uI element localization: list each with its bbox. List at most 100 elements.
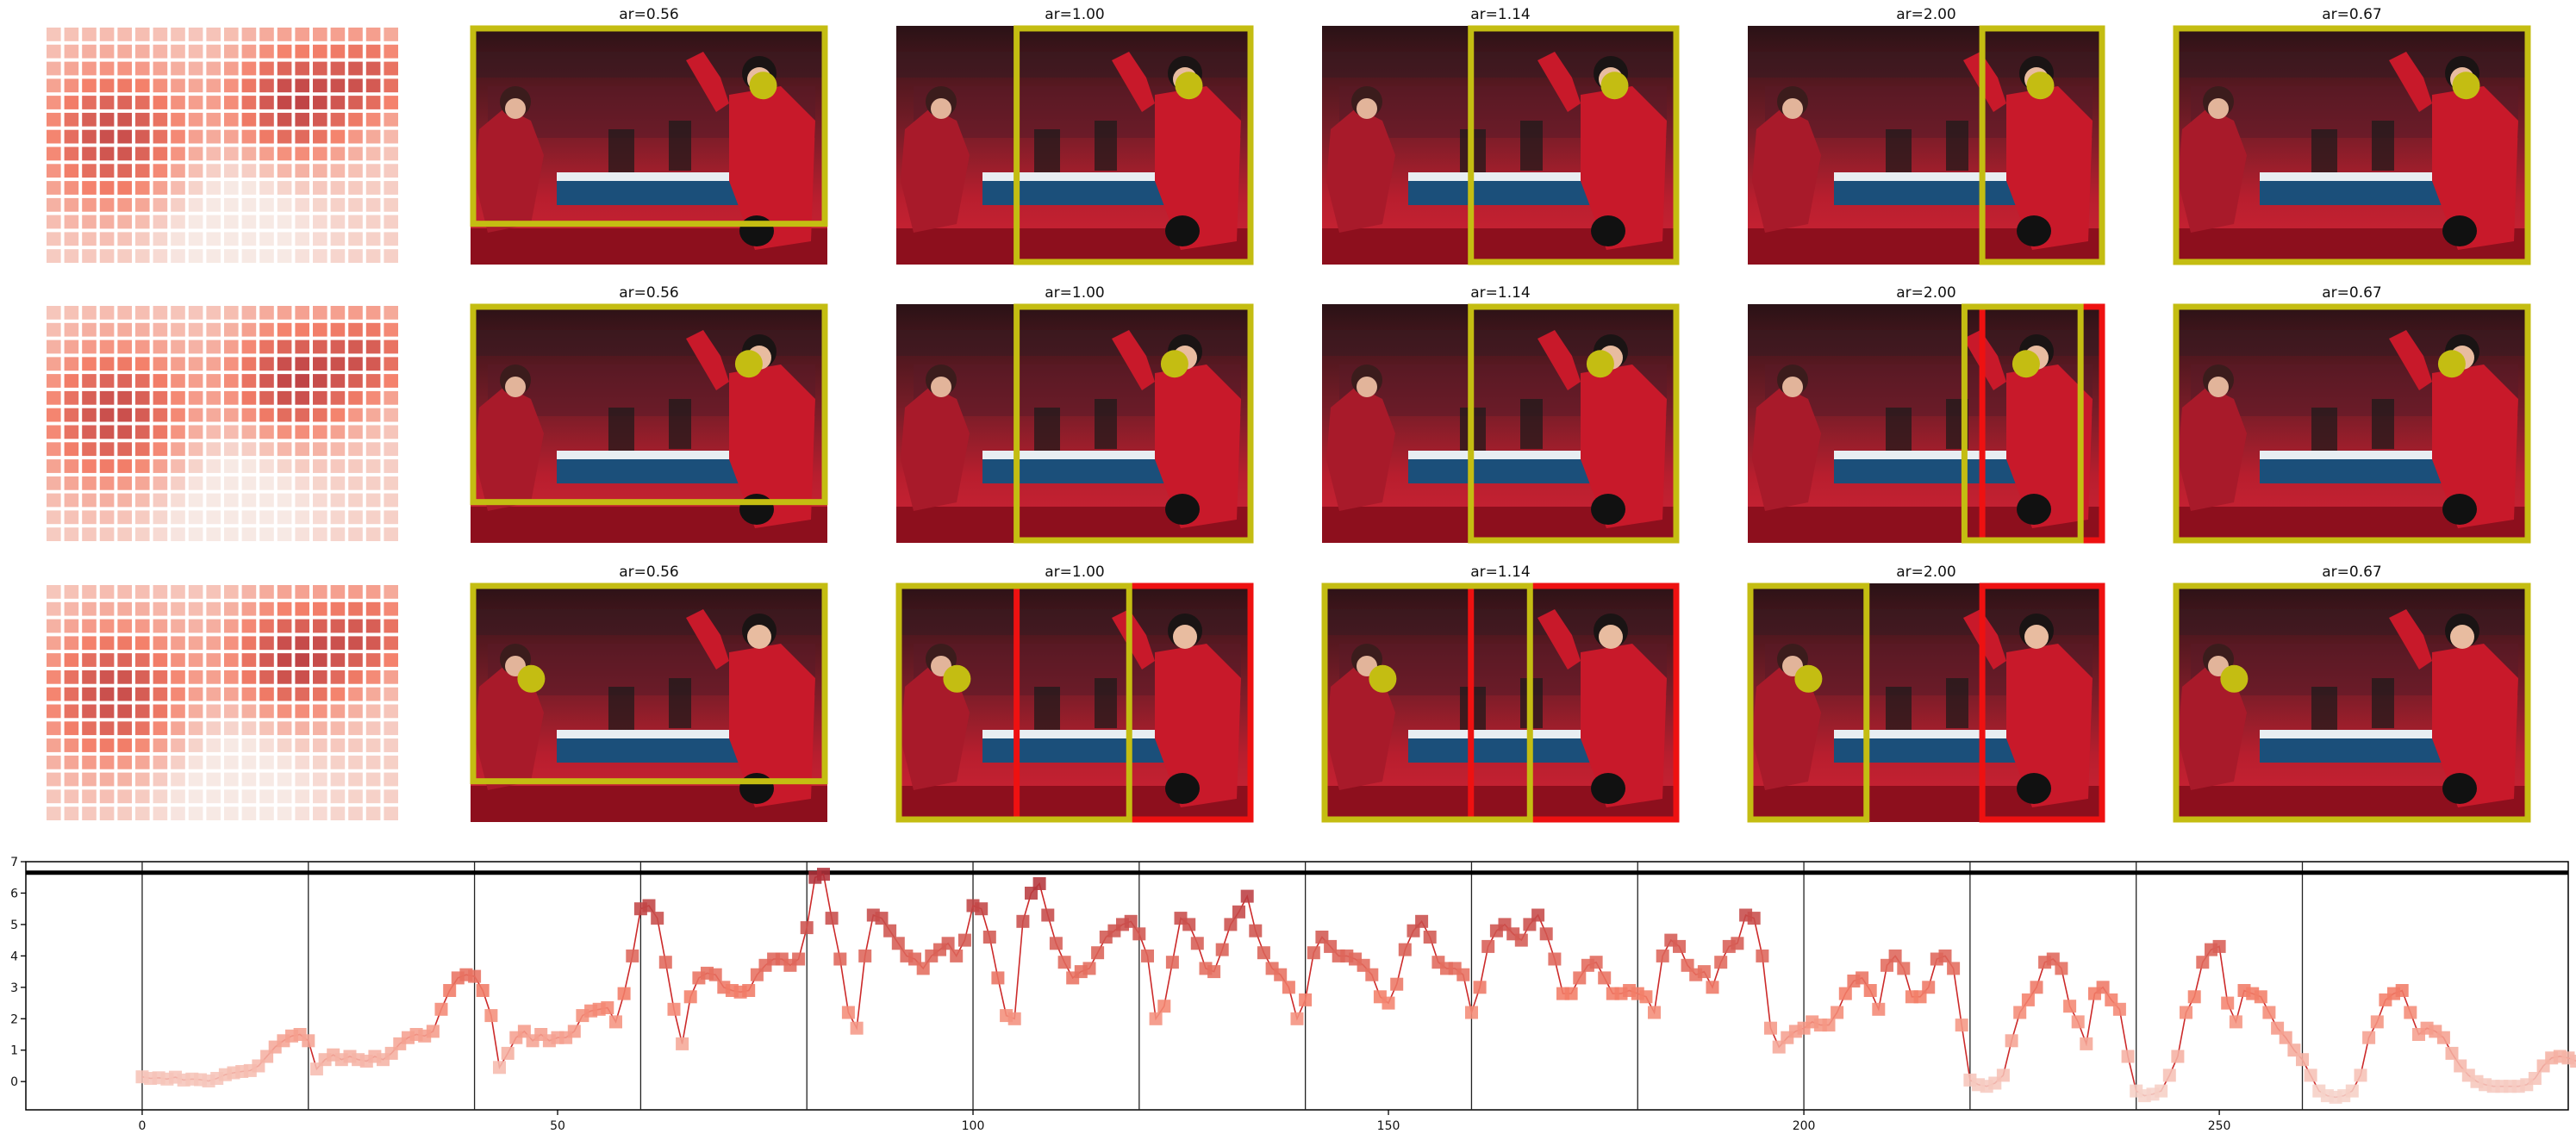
crop-box [1747, 582, 1870, 823]
heatmap-cell [348, 112, 363, 127]
heatmap-cell [188, 493, 203, 508]
heatmap-cell [224, 61, 239, 76]
heatmap-cell [384, 653, 398, 667]
heatmap-cell [206, 322, 221, 337]
heatmap-cell [171, 493, 185, 508]
crop-panel: ar=1.00 [895, 564, 1254, 823]
heatmap-cell [47, 215, 61, 229]
heatmap-cell [82, 738, 97, 752]
heatmap-cell [135, 755, 150, 769]
heatmap-cell [224, 215, 239, 229]
heatmap-cell [188, 322, 203, 337]
heatmap-cell [277, 476, 292, 490]
heatmap-cell [330, 476, 346, 490]
heatmap-cell [47, 44, 61, 59]
data-point [676, 1037, 689, 1050]
heatmap-cell [206, 357, 221, 371]
data-point [1041, 908, 1055, 922]
saliency-heatmap-3 [47, 585, 398, 820]
heatmap-cell [313, 44, 327, 59]
heatmap-cell [188, 181, 203, 195]
heatmap-cell [117, 112, 132, 127]
crop-panel: ar=1.14 [1322, 6, 1680, 265]
heatmap-cell [259, 129, 274, 144]
heatmap-cell [188, 510, 203, 525]
heatmap-cell [153, 493, 168, 508]
heatmap-cell [171, 476, 185, 490]
heatmap-cell [82, 197, 97, 212]
heatmap-cell [313, 61, 327, 76]
x-tick-label: 100 [962, 1119, 985, 1133]
heatmap-cell [206, 601, 221, 616]
table-tennis-photo [1748, 26, 2105, 265]
heatmap-cell [99, 670, 115, 684]
heatmap-cell [64, 653, 79, 667]
heatmap-cell [295, 146, 309, 161]
heatmap-cell [64, 164, 79, 178]
heatmap-cell [117, 249, 132, 263]
heatmap-cell [47, 197, 61, 212]
heatmap-cell [117, 78, 132, 93]
data-point [1249, 924, 1263, 938]
heatmap-cell [99, 374, 115, 388]
heatmap-cell [99, 61, 115, 76]
crop-panel: ar=0.67 [2173, 564, 2531, 823]
heatmap-cell [330, 306, 346, 320]
heatmap-cell [313, 28, 327, 41]
data-point [1290, 1012, 1304, 1025]
heatmap-cell [82, 755, 97, 769]
heatmap-cell [135, 357, 150, 371]
heatmap-cell [171, 408, 185, 422]
heatmap-cell [384, 704, 398, 719]
heatmap-cell [277, 636, 292, 651]
heatmap-cell [365, 442, 381, 457]
heatmap-cell [47, 164, 61, 178]
heatmap-cell [171, 374, 185, 388]
data-point [626, 949, 639, 962]
heatmap-cell [171, 670, 185, 684]
heatmap-cell [241, 232, 257, 246]
heatmap-cell [99, 442, 115, 457]
heatmap-cell [330, 425, 346, 439]
heatmap-cell [188, 215, 203, 229]
heatmap-cell [277, 442, 292, 457]
crop-box [470, 303, 828, 506]
data-point [2262, 1006, 2276, 1019]
heatmap-cell [206, 249, 221, 263]
heatmap-cell [277, 61, 292, 76]
focus-marker [1369, 664, 1397, 693]
heatmap-cell [206, 619, 221, 633]
heatmap-cell [171, 585, 185, 599]
heatmap-cell [295, 44, 309, 59]
heatmap-cell [330, 619, 346, 633]
data-point [2221, 996, 2235, 1010]
heatmap-cell [348, 374, 363, 388]
data-point [1938, 949, 1952, 962]
heatmap-cell [171, 306, 185, 320]
heatmap-cell [82, 374, 97, 388]
heatmap-cell [330, 61, 346, 76]
heatmap-cell [64, 61, 79, 76]
heatmap-cell [153, 249, 168, 263]
heatmap-cell [64, 96, 79, 109]
heatmap-cell [295, 721, 309, 736]
heatmap-cell [47, 721, 61, 736]
heatmap-cell [117, 232, 132, 246]
heatmap-cell [348, 232, 363, 246]
data-point [651, 912, 664, 925]
heatmap-cell [224, 322, 239, 337]
heatmap-cell [384, 425, 398, 439]
heatmap-cell [47, 96, 61, 109]
focus-marker [1794, 664, 1823, 693]
heatmap-cell [384, 476, 398, 490]
table-tennis-photo [896, 26, 1253, 265]
heatmap-cell [135, 197, 150, 212]
data-point [2096, 981, 2110, 994]
heatmap-cell [313, 687, 327, 701]
heatmap-cell [47, 619, 61, 633]
heatmap-cell [277, 164, 292, 178]
data-point [617, 987, 631, 1000]
heatmap-cell [153, 340, 168, 354]
heatmap-cell [365, 390, 381, 405]
heatmap-cell [171, 687, 185, 701]
